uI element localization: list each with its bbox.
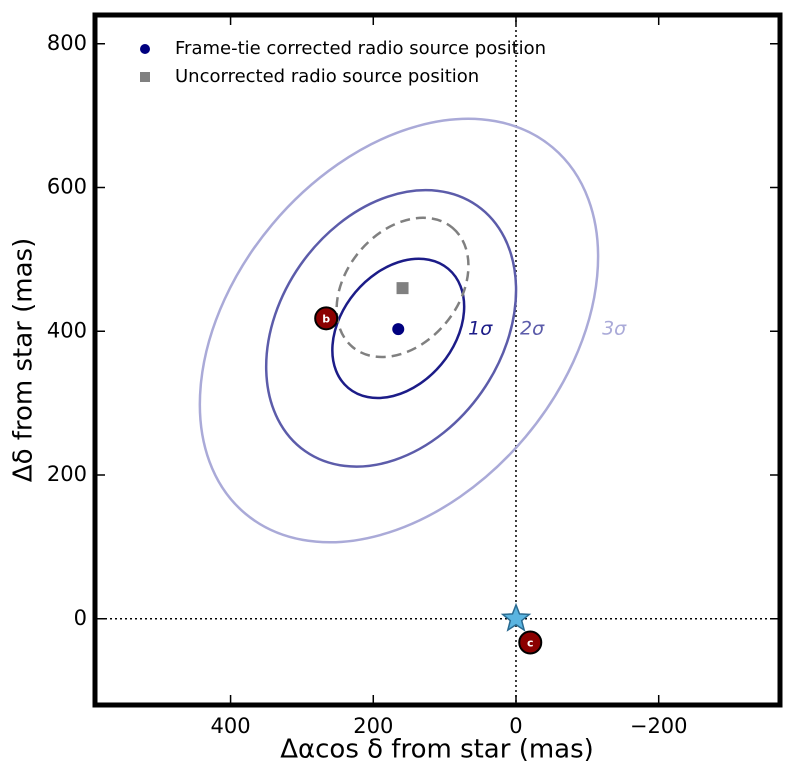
- x-tick-label: 200: [353, 714, 393, 738]
- y-tick-label: 0: [74, 606, 87, 630]
- confidence-ellipse: [335, 216, 470, 359]
- x-axis-label: Δαcos δ from star (mas): [280, 735, 594, 765]
- y-tick-label: 600: [47, 175, 87, 199]
- confidence-ellipse: [331, 257, 466, 400]
- y-tick-label: 400: [47, 318, 87, 342]
- marker: [140, 72, 150, 82]
- y-tick-label: 200: [47, 462, 87, 486]
- confidence-ellipse: [264, 188, 518, 468]
- marker: [392, 323, 405, 336]
- planet: [518, 630, 543, 655]
- y-axis-label: Δδ from star (mas): [9, 238, 39, 482]
- confidence-ellipse: [198, 117, 600, 544]
- x-tick-label: 400: [211, 714, 251, 738]
- marker: [140, 44, 150, 54]
- marker: [396, 282, 409, 295]
- y-tick-label: 800: [47, 31, 87, 55]
- planet: [314, 306, 339, 331]
- ellipse-label: 3σ: [602, 318, 627, 340]
- planet-label: b: [322, 312, 330, 325]
- ellipse-label: 1σ: [468, 318, 493, 340]
- x-tick-label: −200: [630, 714, 688, 738]
- x-tick-label: 0: [509, 714, 522, 738]
- legend-label: Uncorrected radio source position: [175, 66, 479, 87]
- ellipse-label: 2σ: [520, 318, 545, 340]
- planet-label: c: [527, 636, 534, 649]
- star: [500, 602, 532, 632]
- plot-frame: [92, 12, 783, 708]
- legend-label: Frame-tie corrected radio source positio…: [175, 38, 546, 59]
